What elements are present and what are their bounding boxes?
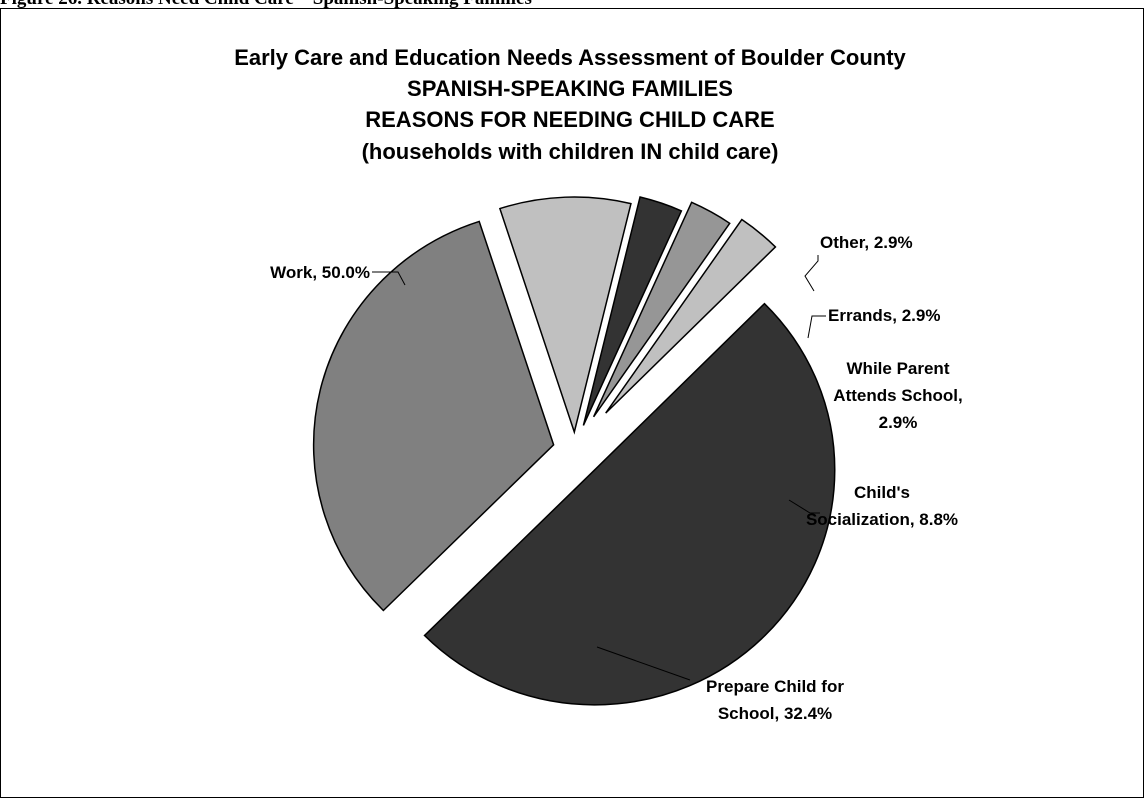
slice-label-other: Other, 2.9% [820, 233, 913, 252]
chart-title-line-4: (households with children IN child care) [362, 139, 779, 164]
slice-label-prepare-child-for-school: Prepare Child for School, 32.4% [706, 677, 844, 723]
leader-line [788, 499, 820, 514]
pie-slice-other [605, 218, 777, 414]
pie-slices [312, 196, 836, 706]
leader-line [372, 271, 406, 286]
chart-title-line-3: REASONS FOR NEEDING CHILD CARE [365, 107, 774, 132]
slice-label-while-parent-attends-school: While Parent Attends School, 2.9% [833, 359, 962, 432]
pie-slice-errands [592, 201, 731, 418]
leader-line [596, 646, 691, 681]
chart-title-line-1: Early Care and Education Needs Assessmen… [234, 45, 906, 70]
slice-label-work: Work, 50.0% [270, 263, 370, 282]
chart-title-line-2: SPANISH-SPEAKING FAMILIES [407, 76, 733, 101]
pie-slice-prepare-child-for-school [312, 220, 555, 612]
pie-slice-child-s-socialization [498, 196, 632, 435]
leader-line [807, 315, 826, 339]
chart-title: Early Care and Education Needs Assessmen… [234, 45, 906, 164]
slice-label-errands: Errands, 2.9% [828, 306, 940, 325]
figure-caption: Figure 26. Reasons Need Child Care – Spa… [0, 0, 532, 10]
slice-label-child-s-socialization: Child's Socialization, 8.8% [806, 483, 958, 529]
pie-slice-work [423, 302, 836, 706]
slice-labels: Work, 50.0% Prepare Child for School, 32.4… [270, 233, 963, 723]
leader-line [804, 255, 819, 292]
pie-slice-while-parent-attends-school [582, 196, 683, 426]
